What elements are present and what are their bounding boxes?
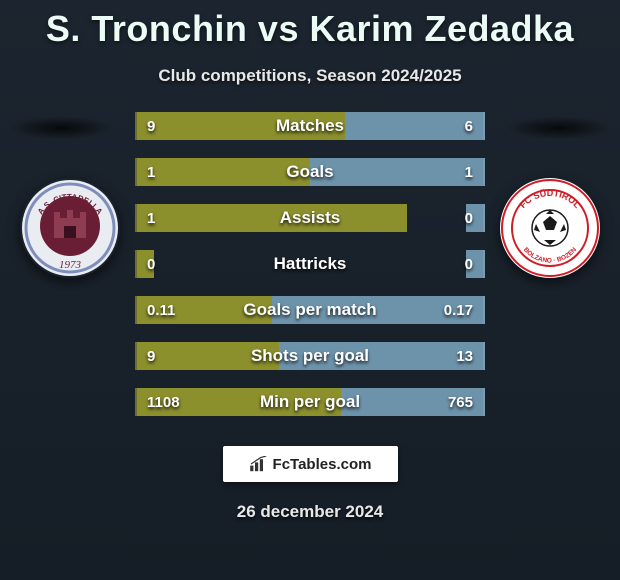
stat-label: Hattricks	[137, 250, 483, 278]
date-label: 26 december 2024	[0, 502, 620, 522]
stat-row: Hattricks00	[135, 250, 485, 278]
shadow-left	[7, 116, 115, 140]
stat-bar-left	[137, 388, 341, 416]
stat-row: Shots per goal913	[135, 342, 485, 370]
stat-bar-right	[279, 342, 483, 370]
stat-bar-left	[137, 204, 407, 232]
badge-right-outer: FC SÜDTIROL BOLZANO · BOZEN	[500, 178, 600, 278]
stat-bar-left	[137, 250, 154, 278]
stat-row: Min per goal1108765	[135, 388, 485, 416]
brand-box[interactable]: FcTables.com	[223, 446, 398, 482]
page-title: S. Tronchin vs Karim Zedadka	[0, 0, 620, 50]
shadow-right	[505, 116, 613, 140]
chart-icon	[249, 456, 269, 472]
brand-text: FcTables.com	[273, 456, 372, 473]
stat-bar-left	[137, 296, 272, 324]
stat-bar-right	[466, 204, 483, 232]
stat-row: Matches96	[135, 112, 485, 140]
stat-row: Assists10	[135, 204, 485, 232]
club-badge-right: FC SÜDTIROL BOLZANO · BOZEN	[500, 178, 600, 278]
stat-bar-left	[137, 342, 279, 370]
stat-row: Goals per match0.110.17	[135, 296, 485, 324]
club-badge-left: 1973 A.S. CITTADELLA	[20, 178, 120, 278]
stat-bar-left	[137, 158, 310, 186]
stat-bar-right	[310, 158, 483, 186]
sudtirol-crest-icon: FC SÜDTIROL BOLZANO · BOZEN	[500, 178, 600, 278]
stat-bars: Matches96 Goals11 Assists10 Hattricks00 Goal…	[135, 112, 485, 434]
page-subtitle: Club competitions, Season 2024/2025	[0, 66, 620, 86]
comparison-stage: 1973 A.S. CITTADELLA	[0, 120, 620, 430]
stat-bar-left	[137, 112, 345, 140]
stat-bar-right	[345, 112, 483, 140]
stat-bar-right	[466, 250, 483, 278]
badge-left-outer: 1973 A.S. CITTADELLA	[20, 178, 120, 278]
stat-bar-right	[341, 388, 483, 416]
stat-row: Goals11	[135, 158, 485, 186]
badge-left-year: 1973	[59, 259, 82, 271]
cittadella-crest-icon: 1973 A.S. CITTADELLA	[20, 178, 120, 278]
stat-bar-right	[272, 296, 483, 324]
